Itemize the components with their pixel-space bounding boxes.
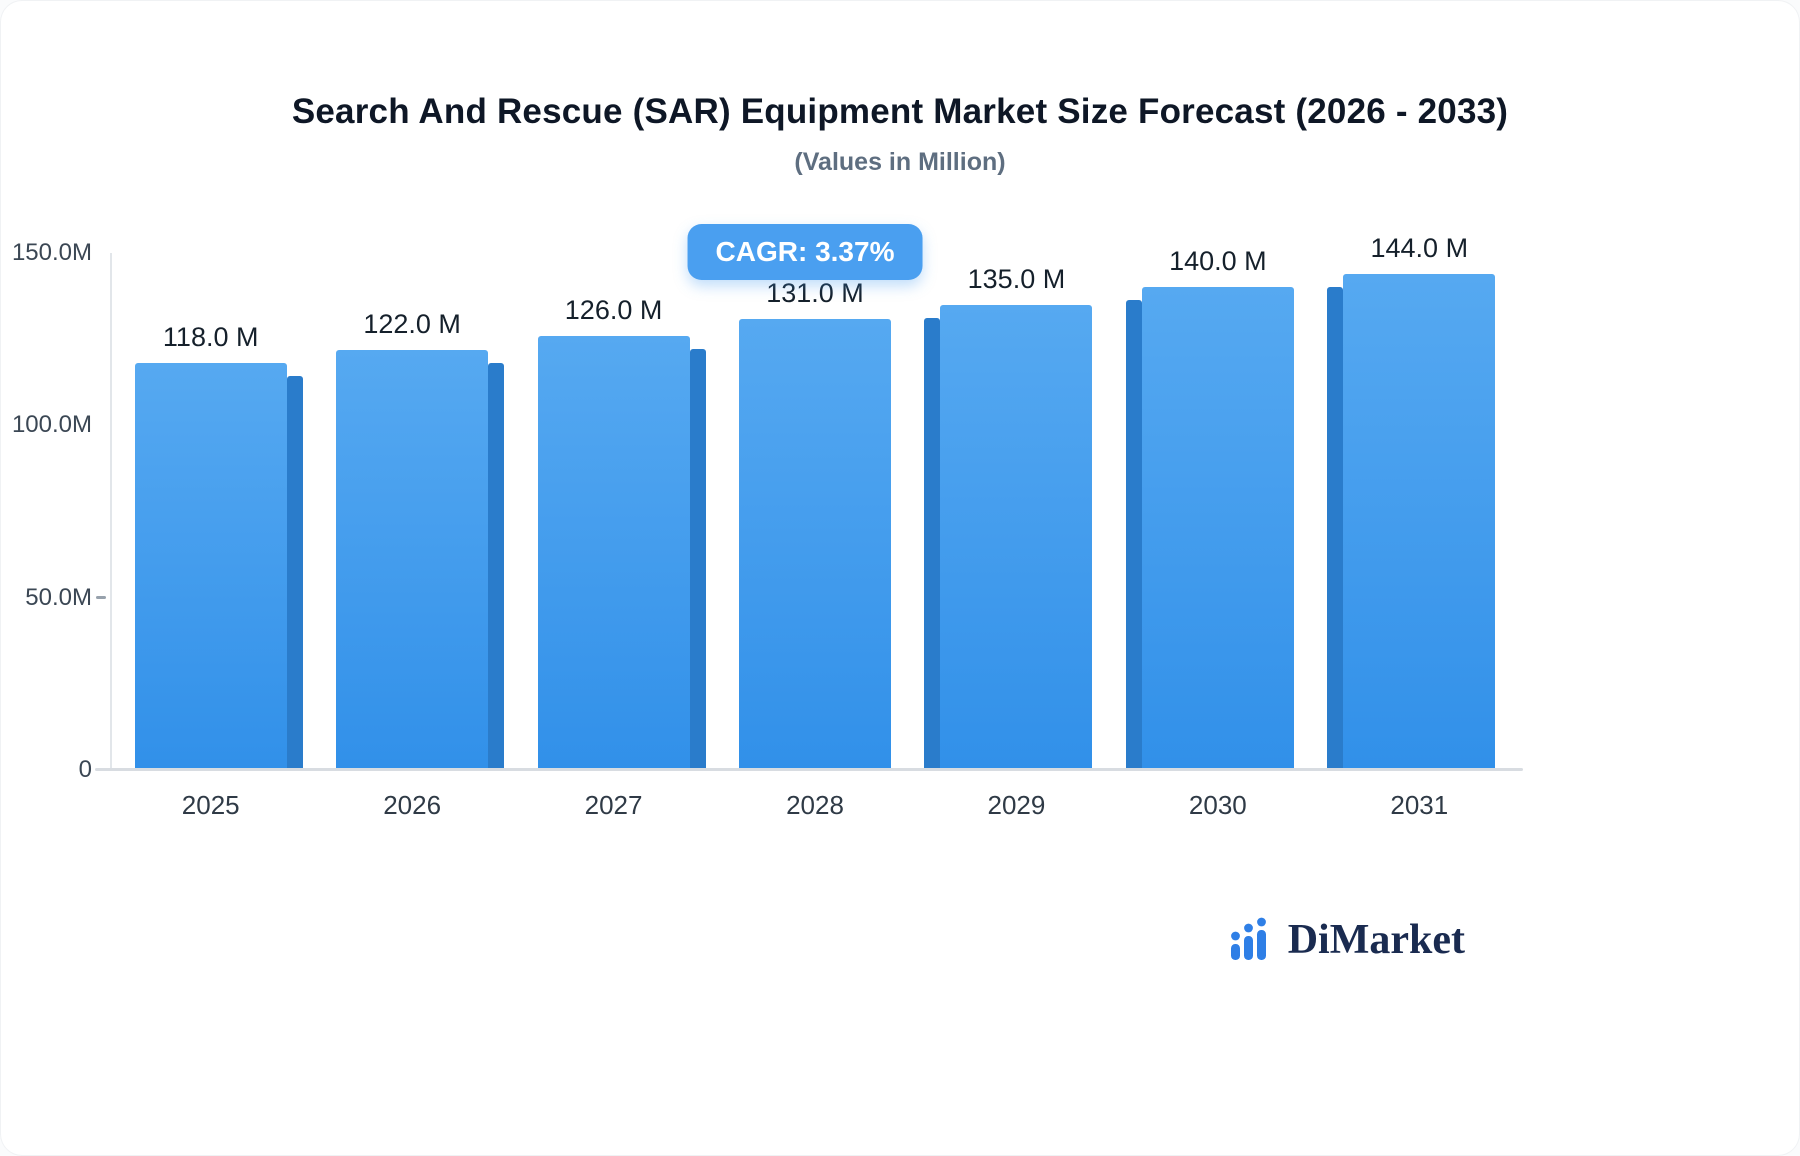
- x-axis: 2025 2026 2027 2028 2029 2030 2031: [110, 772, 1520, 832]
- x-axis-label: 2029: [987, 790, 1046, 820]
- bar-value-label: 140.0 M: [1169, 246, 1267, 277]
- bar-value-label: 122.0 M: [363, 308, 461, 339]
- bar: [537, 335, 690, 770]
- x-axis-label: 2028: [786, 790, 844, 820]
- bar-value-label: 144.0 M: [1370, 232, 1469, 263]
- logo-bar-chart-icon: [1230, 917, 1266, 960]
- x-axis-label: 2031: [1390, 790, 1449, 820]
- y-axis-label: 100.0M: [11, 411, 92, 439]
- y-axis: 150.0M 100.0M 50.0M 0: [8, 239, 106, 783]
- bar: [1343, 273, 1496, 770]
- bar-side-face: [1125, 300, 1142, 770]
- y-axis-label: 50.0M: [25, 583, 92, 611]
- bar-side-face: [689, 348, 706, 770]
- bar-side-face: [488, 362, 505, 770]
- chart-title: Search And Rescue (SAR) Equipment Market…: [291, 92, 1509, 131]
- chart-subtitle: (Values in Million): [794, 148, 1006, 176]
- y-axis-label: 0: [78, 756, 92, 783]
- bar: [134, 363, 287, 770]
- logo-text: DiMarket: [1287, 917, 1465, 963]
- x-axis-label: 2025: [181, 790, 240, 820]
- bar: [1141, 287, 1294, 770]
- bar: [739, 318, 891, 770]
- bar-value-label: 135.0 M: [967, 263, 1066, 294]
- bar-side-face: [286, 376, 303, 770]
- x-axis-label: 2027: [584, 790, 643, 820]
- bar: [336, 349, 489, 770]
- brand-logo: DiMarket: [1228, 916, 1465, 964]
- bar: [940, 304, 1093, 770]
- x-axis-line: [95, 768, 1523, 771]
- bar-value-label: 118.0 M: [162, 322, 259, 353]
- bar-side-face: [1327, 286, 1344, 770]
- bar-value-label: 131.0 M: [766, 277, 864, 308]
- y-axis-line: [110, 253, 112, 770]
- x-axis-label: 2026: [383, 790, 442, 820]
- bar-value-label: 126.0 M: [564, 294, 663, 325]
- y-axis-label: 150.0M: [11, 239, 92, 266]
- cagr-badge: CAGR: 3.37%: [687, 224, 923, 280]
- x-axis-label: 2030: [1188, 790, 1247, 820]
- plot-area: 118.0 M 122.0 M 126.0 M 131.0 M 135.0 M 140.0…: [110, 233, 1520, 770]
- y-axis-tick: [96, 595, 106, 599]
- bar-side-face: [924, 317, 941, 770]
